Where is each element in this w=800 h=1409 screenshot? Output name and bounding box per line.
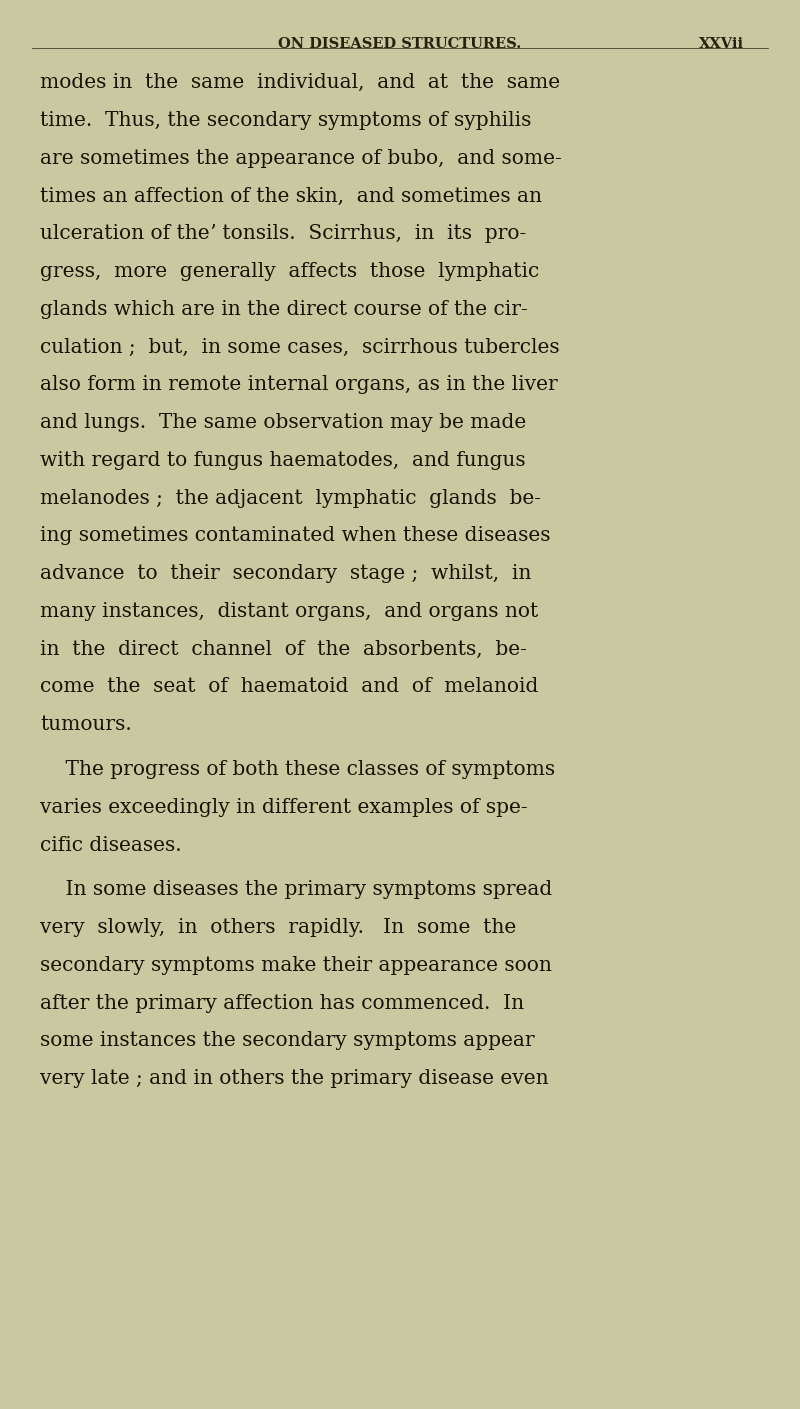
Text: ing sometimes contaminated when these diseases: ing sometimes contaminated when these di… — [40, 527, 550, 545]
Text: The progress of both these classes of symptoms: The progress of both these classes of sy… — [40, 759, 555, 779]
Text: gress,  more  generally  affects  those  lymphatic: gress, more generally affects those lymp… — [40, 262, 539, 280]
Text: culation ;  but,  in some cases,  scirrhous tubercles: culation ; but, in some cases, scirrhous… — [40, 338, 560, 356]
Text: ulceration of theʼ tonsils.  Scirrhus,  in  its  pro-: ulceration of theʼ tonsils. Scirrhus, in… — [40, 224, 526, 244]
Text: cific diseases.: cific diseases. — [40, 836, 182, 854]
Text: come  the  seat  of  haematoid  and  of  melanoid: come the seat of haematoid and of melano… — [40, 678, 538, 696]
Text: with regard to fungus haematodes,  and fungus: with regard to fungus haematodes, and fu… — [40, 451, 526, 469]
Text: glands which are in the direct course of the cir-: glands which are in the direct course of… — [40, 300, 528, 318]
Text: are sometimes the appearance of bubo,  and some-: are sometimes the appearance of bubo, an… — [40, 149, 562, 168]
Text: very late ; and in others the primary disease even: very late ; and in others the primary di… — [40, 1069, 549, 1088]
Text: ON DISEASED STRUCTURES.: ON DISEASED STRUCTURES. — [278, 37, 522, 51]
Text: in  the  direct  channel  of  the  absorbents,  be-: in the direct channel of the absorbents,… — [40, 640, 527, 658]
Text: varies exceedingly in different examples of spe-: varies exceedingly in different examples… — [40, 797, 528, 817]
Text: after the primary affection has commenced.  In: after the primary affection has commence… — [40, 993, 524, 1013]
Text: In some diseases the primary symptoms spread: In some diseases the primary symptoms sp… — [40, 881, 552, 899]
Text: XXVii: XXVii — [699, 37, 744, 51]
Text: time.  Thus, the secondary symptoms of syphilis: time. Thus, the secondary symptoms of sy… — [40, 111, 531, 130]
Text: some instances the secondary symptoms appear: some instances the secondary symptoms ap… — [40, 1031, 534, 1050]
Text: secondary symptoms make their appearance soon: secondary symptoms make their appearance… — [40, 955, 552, 975]
Text: also form in remote internal organs, as in the liver: also form in remote internal organs, as … — [40, 375, 558, 395]
Text: many instances,  distant organs,  and organs not: many instances, distant organs, and orga… — [40, 602, 538, 621]
Text: times an affection of the skin,  and sometimes an: times an affection of the skin, and some… — [40, 186, 542, 206]
Text: modes in  the  same  individual,  and  at  the  same: modes in the same individual, and at the… — [40, 73, 560, 92]
Text: tumours.: tumours. — [40, 716, 132, 734]
Text: and lungs.  The same observation may be made: and lungs. The same observation may be m… — [40, 413, 526, 433]
Text: very  slowly,  in  others  rapidly.   In  some  the: very slowly, in others rapidly. In some … — [40, 919, 516, 937]
Text: advance  to  their  secondary  stage ;  whilst,  in: advance to their secondary stage ; whils… — [40, 564, 531, 583]
Text: melanodes ;  the adjacent  lymphatic  glands  be-: melanodes ; the adjacent lymphatic gland… — [40, 489, 541, 507]
